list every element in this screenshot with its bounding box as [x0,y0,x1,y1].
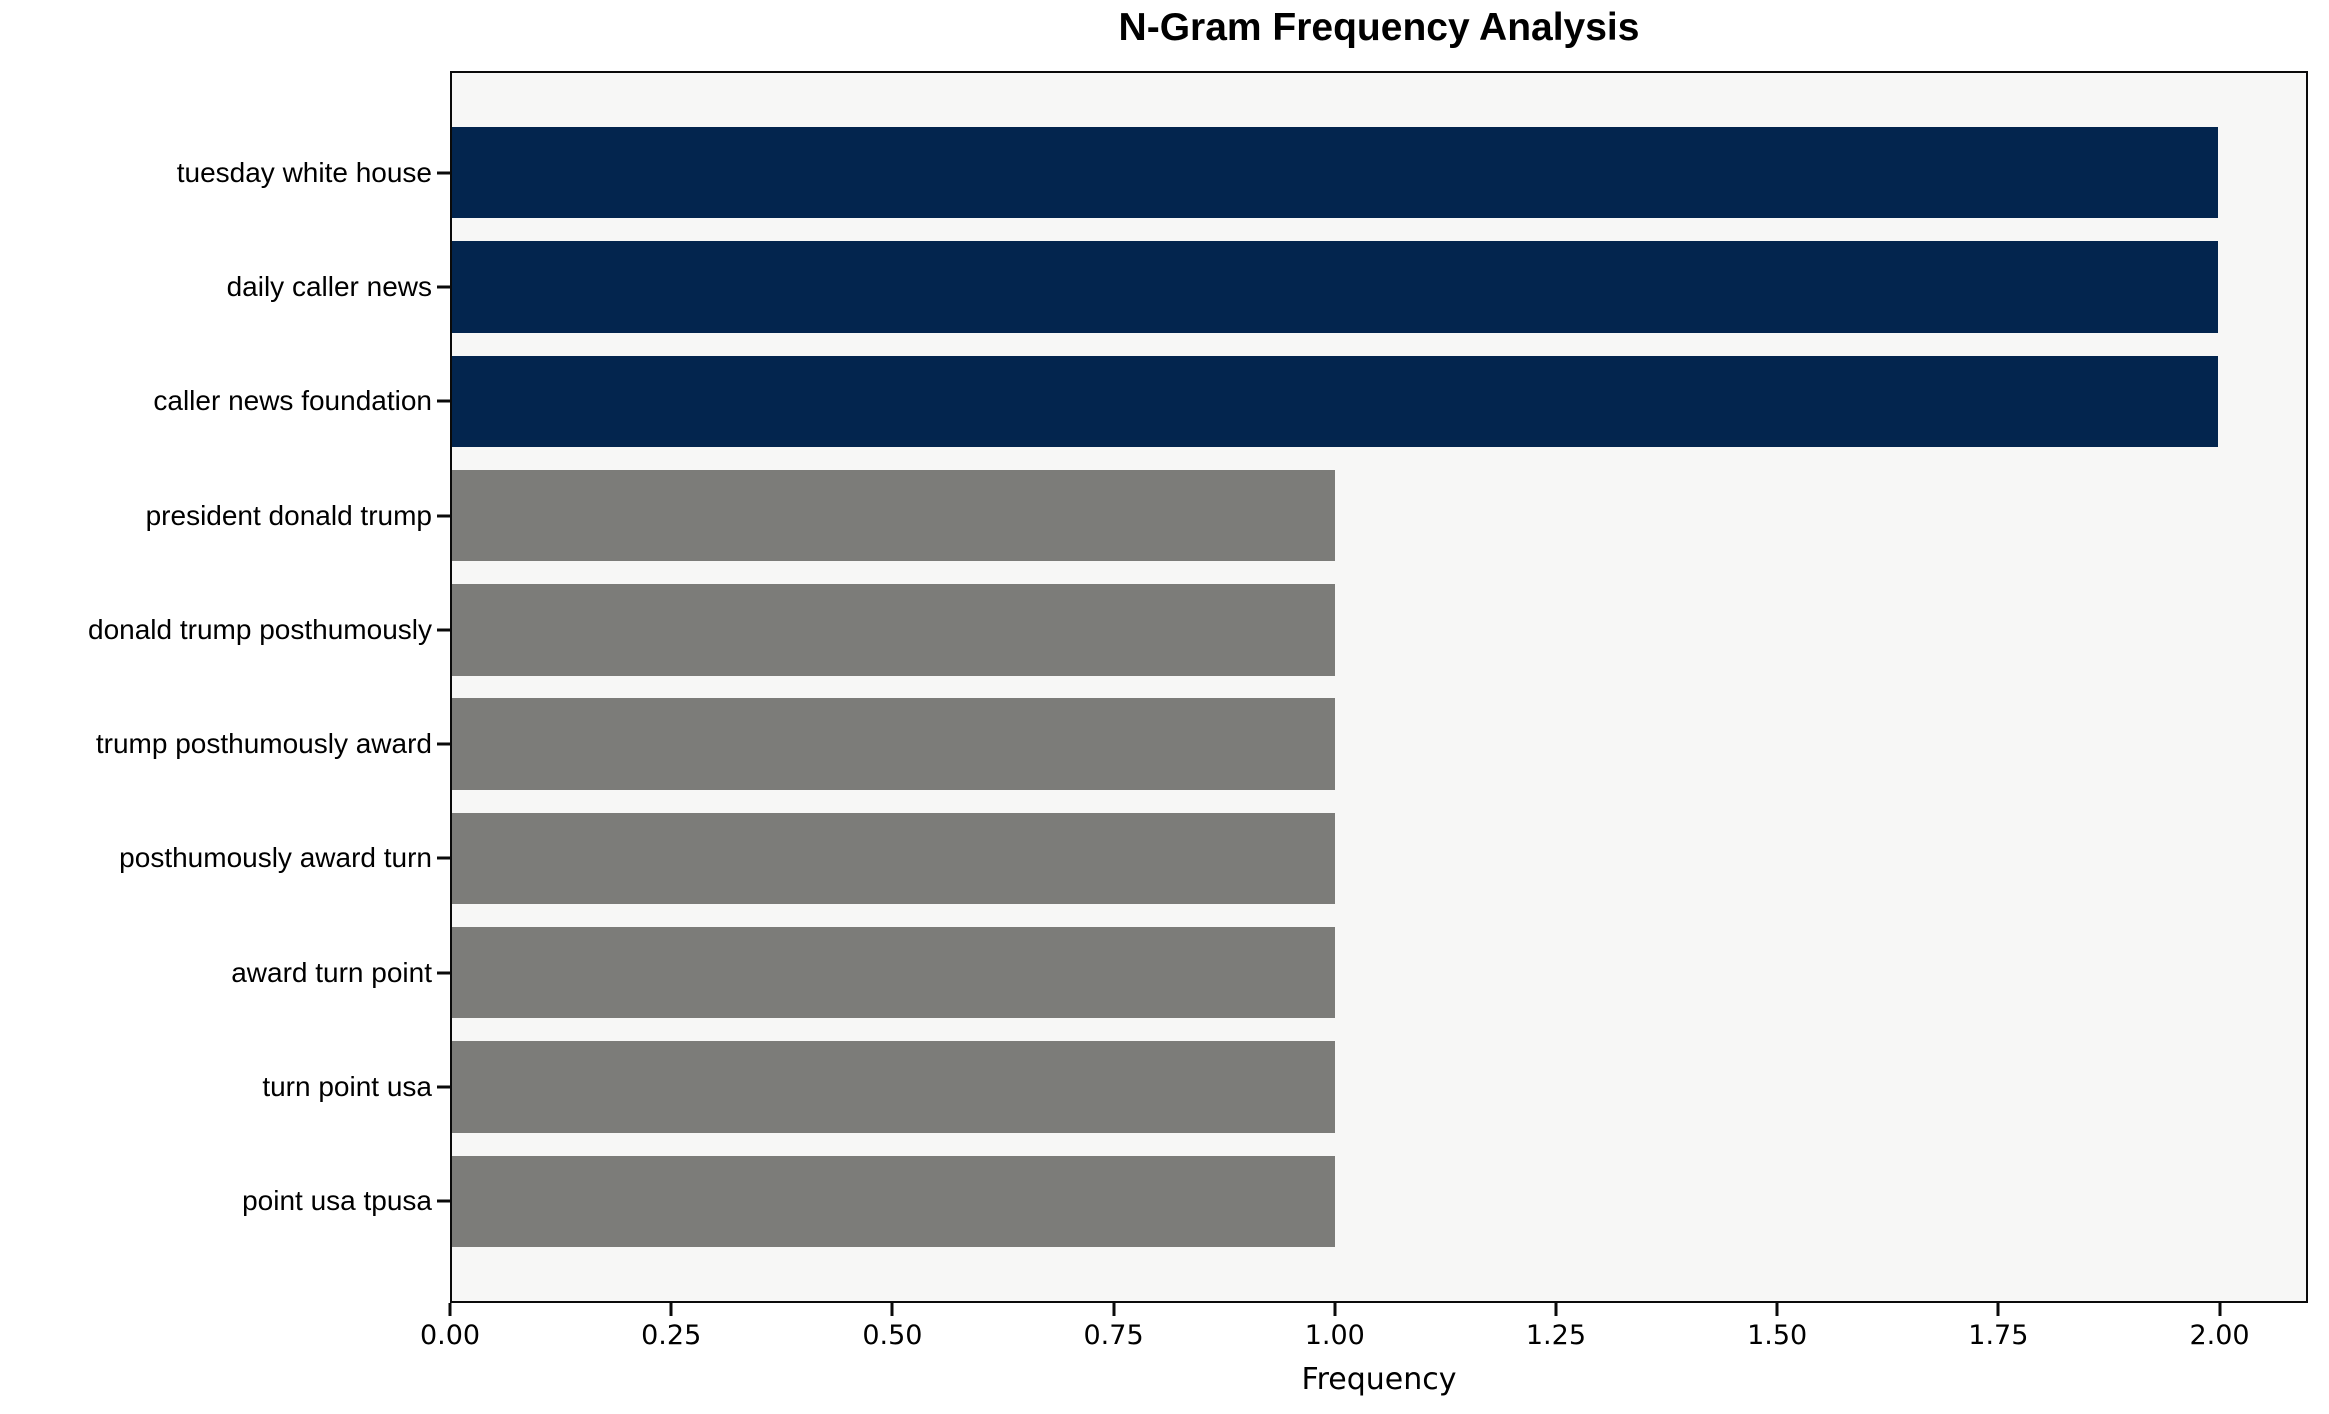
y-tick-mark [437,285,450,289]
bar-turn-point-usa [452,1041,1335,1133]
y-tick-mark [437,628,450,632]
bar-president-donald-trump [452,469,1335,562]
bar-caller-news-foundation [452,355,2218,447]
y-tick-mark [437,1085,450,1089]
y-axis-label: posthumously award turn [119,842,432,874]
y-axis-label: award turn point [231,956,432,988]
x-tick-label: 1.75 [1968,1320,2029,1351]
y-axis-label: point usa tpusa [242,1185,432,1217]
x-tick-label: 1.25 [1525,1320,1586,1351]
bar-tuesday-white-house [452,127,2218,219]
x-tick-label: 0.00 [419,1320,481,1351]
y-tick-mark [437,1199,450,1203]
bar-trump-posthumously-award [452,698,1335,790]
x-tick-label: 0.25 [641,1320,702,1351]
bar-point-usa-tpusa [452,1155,1335,1247]
y-axis-label: trump posthumously award [95,728,432,760]
y-axis-label: donald trump posthumously [88,613,432,645]
bar-posthumously-award-turn [452,812,1335,905]
x-tick-label: 0.75 [1083,1320,1144,1351]
y-tick-mark [437,399,450,403]
x-tick-mark [2218,1303,2222,1316]
x-tick-mark [448,1303,452,1316]
y-axis-label: caller news foundation [153,385,432,417]
y-tick-mark [437,514,450,518]
x-tick-mark [890,1303,894,1316]
y-axis-label: president donald trump [145,499,432,531]
chart-title: N-Gram Frequency Analysis [1118,6,1640,49]
x-tick-mark [669,1303,673,1316]
x-tick-mark [1775,1303,1779,1316]
plot-area [450,71,2308,1303]
y-tick-mark [437,171,450,175]
y-axis-label: turn point usa [262,1071,432,1102]
x-tick-mark [1554,1303,1558,1316]
y-tick-mark [437,971,450,975]
x-tick-label: 1.50 [1747,1320,1808,1351]
x-tick-label: 0.50 [862,1320,923,1351]
bar-donald-trump-posthumously [452,584,1335,676]
x-axis-label: Frequency [1301,1362,1457,1397]
x-tick-mark [1333,1303,1337,1316]
y-tick-mark [437,856,450,860]
y-axis-label: daily caller news [226,271,432,302]
y-tick-mark [437,742,450,746]
bar-award-turn-point [452,927,1335,1019]
x-tick-label: 1.00 [1304,1320,1365,1351]
bar-daily-caller-news [452,241,2218,333]
x-tick-mark [1996,1303,2000,1316]
x-tick-label: 2.00 [2189,1320,2250,1351]
x-tick-mark [1112,1303,1116,1316]
y-axis-label: tuesday white house [176,156,432,188]
